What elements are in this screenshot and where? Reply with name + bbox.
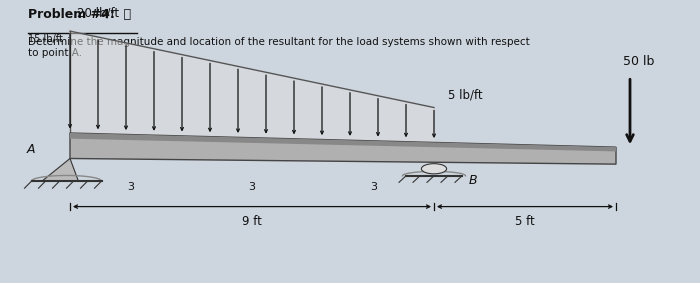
Polygon shape bbox=[70, 133, 616, 164]
Text: A: A bbox=[27, 143, 35, 156]
Text: 20 lb/ft: 20 lb/ft bbox=[77, 7, 119, 20]
Text: 5 ft: 5 ft bbox=[515, 215, 535, 228]
Text: 3: 3 bbox=[370, 182, 377, 192]
Text: Determine the magnitude and location of the resultant for the load systems shown: Determine the magnitude and location of … bbox=[28, 37, 530, 58]
Text: B: B bbox=[469, 173, 477, 186]
Circle shape bbox=[421, 164, 447, 174]
Text: Problem #4:  ⤷: Problem #4: ⤷ bbox=[28, 8, 131, 22]
Polygon shape bbox=[70, 133, 616, 151]
Polygon shape bbox=[42, 158, 78, 181]
Polygon shape bbox=[70, 31, 434, 142]
Text: 9 ft: 9 ft bbox=[242, 215, 262, 228]
Text: 3: 3 bbox=[127, 182, 134, 192]
Text: 3: 3 bbox=[248, 182, 256, 192]
Text: 15 lb/ft: 15 lb/ft bbox=[28, 34, 63, 44]
Text: 5 lb/ft: 5 lb/ft bbox=[448, 89, 482, 102]
Text: 50 lb: 50 lb bbox=[623, 55, 654, 68]
